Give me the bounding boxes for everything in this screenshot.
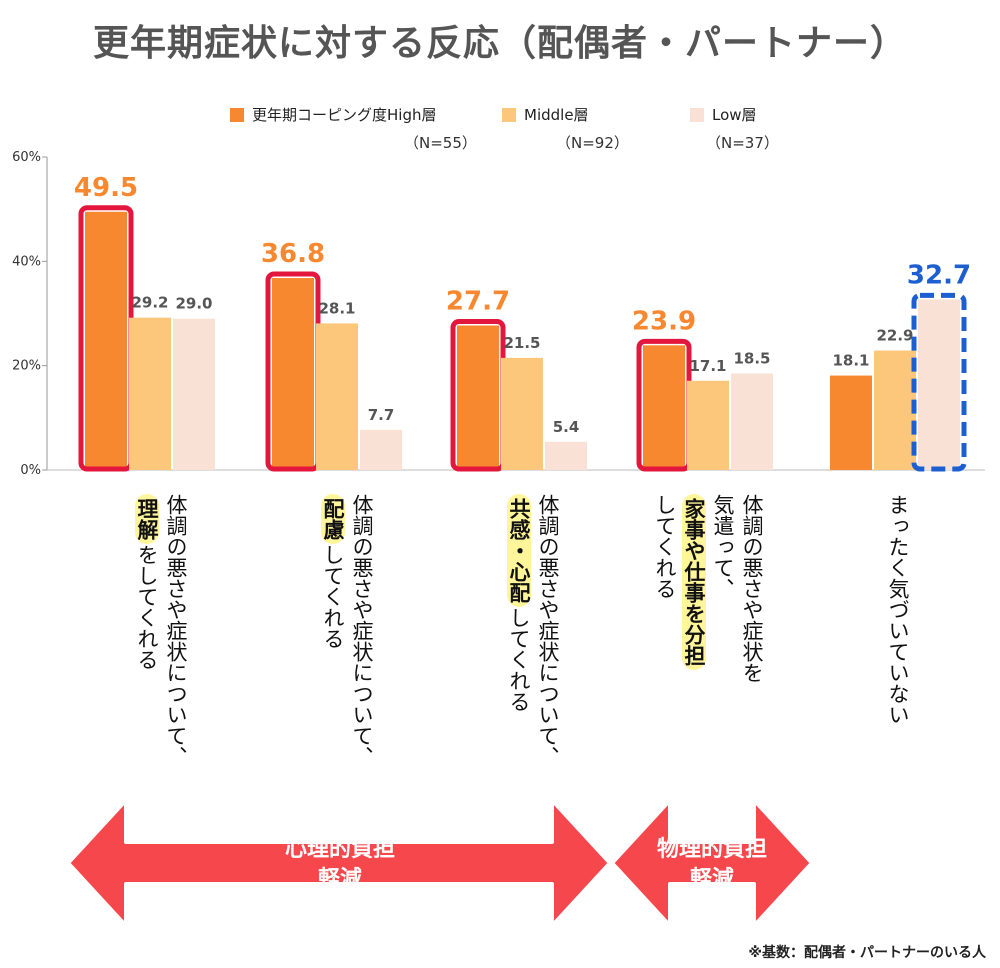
label-text: 体調の悪さや症状について、 (536, 494, 560, 767)
value-label-emphasis: 32.7 (907, 260, 971, 290)
arrow-label-physical: 物理的負担 軽減 (612, 835, 812, 895)
legend-swatch (690, 107, 704, 122)
label-text: 体調の悪さや症状について、 (164, 494, 188, 767)
legend-n: （N=55） (404, 134, 477, 152)
arrow-line1: 心理的負担 (284, 837, 395, 862)
bar-4-0 (830, 375, 872, 470)
legend-item-low: Low層 (690, 104, 757, 125)
chart-title: 更年期症状に対する反応（配偶者・パートナー） (92, 23, 907, 64)
legend-item-high: 更年期コーピング度High層 (230, 104, 436, 125)
highlighted-text: 家事や仕事を分担 (682, 494, 706, 670)
bar-2-0 (457, 325, 499, 470)
arrow-label-psychological: 心理的負担 軽減 (240, 835, 440, 895)
category-label-column: 共感・心配してくれる (504, 494, 533, 767)
bar-2-1 (501, 357, 543, 470)
category-label-column: してくれる (650, 494, 679, 683)
value-label-emphasis: 27.7 (446, 286, 510, 316)
y-tick-label: 60% (12, 150, 41, 165)
category-label: 体調の悪さや症状について、 共感・心配してくれる (504, 494, 562, 767)
bar-4-2 (918, 299, 960, 470)
bar-3-2 (731, 373, 773, 470)
value-label-emphasis: 36.8 (261, 239, 325, 269)
category-label-column: 家事や仕事を分担 (679, 494, 708, 683)
arrow-line2: 軽減 (689, 867, 734, 892)
bar-4-1 (874, 350, 916, 470)
bar-1-0 (272, 278, 314, 470)
highlighted-text: 配慮 (321, 494, 345, 544)
value-label: 18.5 (733, 349, 770, 367)
category-label-column: 配慮してくれる (318, 494, 347, 767)
value-label: 28.1 (318, 299, 355, 317)
arrow-line2: 軽減 (317, 867, 362, 892)
value-label: 22.9 (876, 327, 913, 345)
legend-label: Low層 (712, 106, 757, 124)
category-label-column: 気遣って、 (708, 494, 737, 683)
category-label: まったく気づいていない (883, 494, 912, 725)
label-text: 体調の悪さや症状について、 (350, 494, 374, 767)
double-arrow-physical (610, 798, 814, 928)
value-label: 29.0 (175, 295, 212, 313)
legend-swatch (230, 107, 244, 122)
bar-0-0 (85, 211, 127, 470)
category-label-column: 体調の悪さや症状について、 (533, 494, 562, 767)
label-text: してくれる (507, 607, 531, 712)
bar-1-2 (360, 429, 402, 470)
value-label: 7.7 (368, 406, 395, 424)
legend-label: Middle層 (524, 106, 589, 124)
label-text: 体調の悪さや症状を (740, 494, 764, 683)
y-tick-label: 20% (12, 359, 41, 374)
value-label-emphasis: 49.5 (74, 173, 138, 203)
y-tick-label: 40% (12, 254, 41, 269)
label-text: してくれる (653, 494, 677, 599)
value-label: 17.1 (689, 357, 726, 375)
highlighted-text: 理解 (135, 494, 159, 544)
bar-2-2 (545, 441, 587, 470)
category-label-column: 理解をしてくれる (132, 494, 161, 767)
bar-0-2 (173, 318, 215, 470)
legend-label: 更年期コーピング度High層 (252, 106, 437, 124)
bar-3-0 (643, 345, 685, 470)
label-text: 気遣って、 (711, 494, 735, 599)
legend-item-middle: Middle層 (502, 104, 589, 125)
label-text: まったく気づいていない (886, 494, 910, 725)
legend-n: （N=92） (556, 134, 629, 152)
bar-0-1 (129, 317, 171, 470)
legend-n: （N=37） (706, 134, 779, 152)
y-tick-label: 0% (20, 463, 41, 478)
value-label-emphasis: 23.9 (632, 306, 696, 336)
category-label: 体調の悪さや症状を 気遣って、 家事や仕事を分担 してくれる (650, 494, 766, 683)
highlighted-text: 共感・心配 (507, 494, 531, 607)
value-label: 5.4 (553, 418, 580, 436)
bar-1-1 (316, 323, 358, 470)
value-label: 18.1 (832, 352, 869, 370)
category-label-column: 体調の悪さや症状について、 (347, 494, 376, 767)
label-text: をしてくれる (135, 544, 159, 670)
footnote: ※基数：配偶者・パートナーのいる人 (748, 945, 986, 961)
bar-3-1 (687, 380, 729, 470)
arrow-line1: 物理的負担 (656, 837, 767, 862)
label-text: してくれる (321, 544, 345, 649)
value-label: 21.5 (503, 334, 540, 352)
category-label: 体調の悪さや症状について、 配慮してくれる (318, 494, 376, 767)
legend-swatch (502, 107, 516, 122)
emphasis-box (911, 292, 967, 472)
category-label: 体調の悪さや症状について、 理解をしてくれる (132, 494, 190, 767)
category-label-column: 体調の悪さや症状を (737, 494, 766, 683)
value-label: 29.2 (131, 294, 168, 312)
category-label-column: 体調の悪さや症状について、 (161, 494, 190, 767)
category-label-column: まったく気づいていない (883, 494, 912, 725)
